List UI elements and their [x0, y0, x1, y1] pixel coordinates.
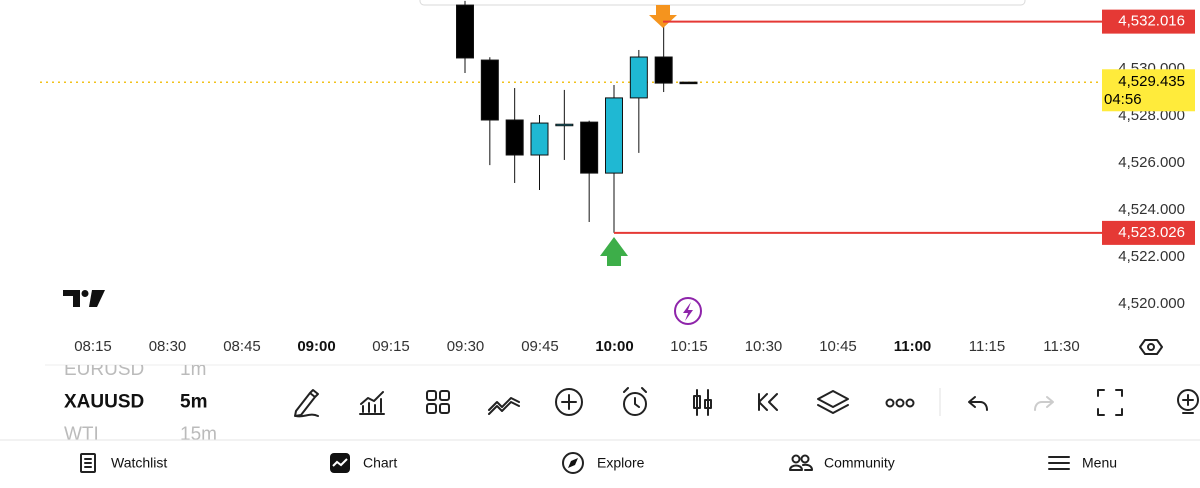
replay-tool[interactable] [758, 393, 778, 411]
more-tool[interactable] [885, 398, 915, 408]
layers-tool[interactable] [817, 390, 849, 414]
candle-body [605, 97, 623, 174]
x-tick-label: 11:00 [894, 338, 932, 355]
settings-button[interactable] [1139, 339, 1163, 355]
candle-body [629, 56, 648, 99]
candle-body [480, 59, 499, 121]
interval[interactable]: 15m [180, 424, 217, 445]
nav-label[interactable]: Explore [597, 455, 645, 471]
price-tag [1102, 69, 1195, 112]
candle-body [654, 56, 673, 84]
x-tick-label: 10:45 [819, 338, 857, 355]
x-tick-label: 08:45 [223, 338, 261, 355]
nav-label[interactable]: Watchlist [111, 455, 167, 471]
interval[interactable]: 5m [180, 392, 207, 413]
fullscreen-button[interactable] [1097, 389, 1123, 416]
x-tick-label: 09:00 [297, 338, 335, 355]
x-tick-label: 08:15 [74, 338, 112, 355]
x-tick-label: 10:00 [595, 338, 633, 355]
logo [63, 290, 105, 307]
redo-button[interactable] [1034, 396, 1054, 411]
explore-icon [562, 452, 584, 474]
x-tick-label: 10:15 [670, 338, 708, 355]
watchlist-icon [80, 453, 96, 473]
level-label: 4,523.026 [1118, 224, 1185, 241]
level-tag [1102, 9, 1195, 34]
plot-area [40, 0, 1100, 233]
symbol[interactable]: XAUUSD [64, 392, 144, 413]
price-label: 4,529.435 [1118, 73, 1185, 90]
x-tick-label: 09:30 [447, 338, 485, 355]
add-tool[interactable] [555, 388, 583, 416]
symbol-picker[interactable]: EURUSD 1m XAUUSD 5m WTI 15m [64, 359, 217, 445]
indicators-tool[interactable] [359, 391, 385, 415]
time-axis: 08:15 08:30 08:45 09:00 09:15 09:30 09:45 10:00… [74, 338, 1079, 355]
candle-body [530, 122, 549, 156]
y-tick-label: 4,526.000 [1118, 154, 1185, 171]
y-tick-label: 4,524.000 [1118, 201, 1185, 218]
nav-label[interactable]: Chart [363, 455, 397, 471]
menu-icon [1048, 456, 1070, 470]
nav-label[interactable]: Menu [1082, 455, 1117, 471]
draw-tool[interactable] [294, 389, 319, 418]
popup-edge [419, 0, 1026, 6]
buy-arrow [600, 237, 628, 266]
x-tick-label: 10:30 [745, 338, 783, 355]
x-tick-label: 09:45 [521, 338, 559, 355]
ideas-button[interactable] [1177, 389, 1199, 414]
x-tick-label: 08:30 [149, 338, 187, 355]
candle-body [679, 81, 698, 85]
toolbar [294, 387, 1199, 418]
y-tick-label: 4,520.000 [1118, 295, 1185, 312]
community-icon [789, 454, 813, 471]
sell-arrow [649, 5, 677, 28]
x-tick-label: 09:15 [372, 338, 410, 355]
level-label: 4,532.016 [1118, 13, 1185, 30]
countdown: 04:56 [1104, 91, 1142, 108]
symbol[interactable]: EURUSD [64, 359, 144, 380]
candle-body [456, 4, 474, 59]
interval[interactable]: 1m [180, 359, 206, 380]
layout-tool[interactable] [426, 390, 450, 414]
x-tick-label: 11:30 [1043, 338, 1079, 355]
bottom-nav: Watchlist Chart Explore Community Menu [80, 452, 1117, 474]
alert-tool[interactable] [623, 387, 647, 416]
chart-type-tool[interactable] [693, 389, 712, 416]
chart-icon [330, 453, 350, 473]
undo-button[interactable] [968, 396, 988, 411]
symbol[interactable]: WTI [64, 424, 99, 445]
x-tick-label: 11:15 [969, 338, 1005, 355]
compare-tool[interactable] [488, 397, 520, 415]
nav-label[interactable]: Community [824, 455, 895, 471]
y-tick-label: 4,522.000 [1118, 248, 1185, 265]
candle-body [555, 123, 574, 127]
level-tag [1102, 220, 1195, 245]
candle-body [580, 121, 599, 174]
candle-body [505, 119, 524, 156]
events-badge[interactable] [674, 297, 702, 325]
